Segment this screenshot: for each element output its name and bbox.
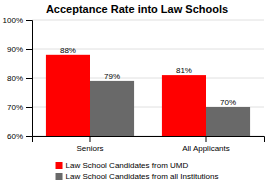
- x-tick-mark: [206, 136, 207, 142]
- y-tick: 100%: [3, 16, 32, 25]
- x-tick-label: All Applicants: [182, 144, 230, 153]
- data-labels: 88% 81% 79% 70%: [60, 46, 236, 107]
- y-tick-label: 90%: [7, 45, 23, 54]
- y-tick: 90%: [7, 45, 32, 54]
- data-label: 88%: [60, 46, 76, 55]
- bars: [46, 55, 250, 136]
- data-label: 70%: [220, 98, 236, 107]
- y-tick-mark: [26, 20, 32, 21]
- y-tick-mark: [26, 49, 32, 50]
- grid-line: [32, 20, 264, 21]
- legend-label: Law School Candidates from UMD: [66, 161, 189, 170]
- x-tick: All Applicants: [182, 136, 230, 153]
- y-axis: 60% 70% 80% 90% 100%: [3, 16, 33, 141]
- chart: Acceptance Rate into Law Schools 88% 81% 79…: [0, 0, 274, 184]
- y-tick: 80%: [7, 74, 32, 83]
- plot: 88% 81% 79% 70% 60% 70% 80% 90% 100% Seniors All A…: [3, 16, 265, 184]
- legend-swatch: [56, 173, 63, 180]
- bar: [46, 55, 90, 136]
- bar: [206, 107, 250, 136]
- legend-label: Law School Candidates from all Instituti…: [66, 172, 219, 181]
- y-tick-mark: [26, 107, 32, 108]
- legend: Law School Candidates from UMD Law School…: [56, 161, 219, 181]
- y-tick-mark: [26, 78, 32, 79]
- y-tick: 70%: [7, 103, 32, 112]
- y-tick-mark: [26, 136, 32, 137]
- y-tick-label: 100%: [3, 16, 23, 25]
- x-tick-label: Seniors: [76, 144, 103, 153]
- y-tick-label: 70%: [7, 103, 23, 112]
- y-tick-label: 60%: [7, 132, 23, 141]
- y-tick-label: 80%: [7, 74, 23, 83]
- y-axis-line: [26, 21, 33, 137]
- bar: [162, 75, 206, 136]
- data-label: 79%: [104, 72, 120, 81]
- bar: [90, 81, 134, 136]
- legend-item: Law School Candidates from all Instituti…: [56, 172, 219, 181]
- x-tick-mark: [90, 136, 91, 142]
- legend-swatch: [56, 162, 63, 169]
- x-tick: Seniors: [76, 136, 103, 153]
- x-axis-line: [33, 137, 265, 143]
- y-tick: 60%: [7, 132, 32, 141]
- title: Acceptance Rate into Law Schools: [46, 3, 228, 15]
- x-axis: Seniors All Applicants: [33, 136, 265, 153]
- data-label: 81%: [176, 66, 192, 75]
- legend-item: Law School Candidates from UMD: [56, 161, 189, 170]
